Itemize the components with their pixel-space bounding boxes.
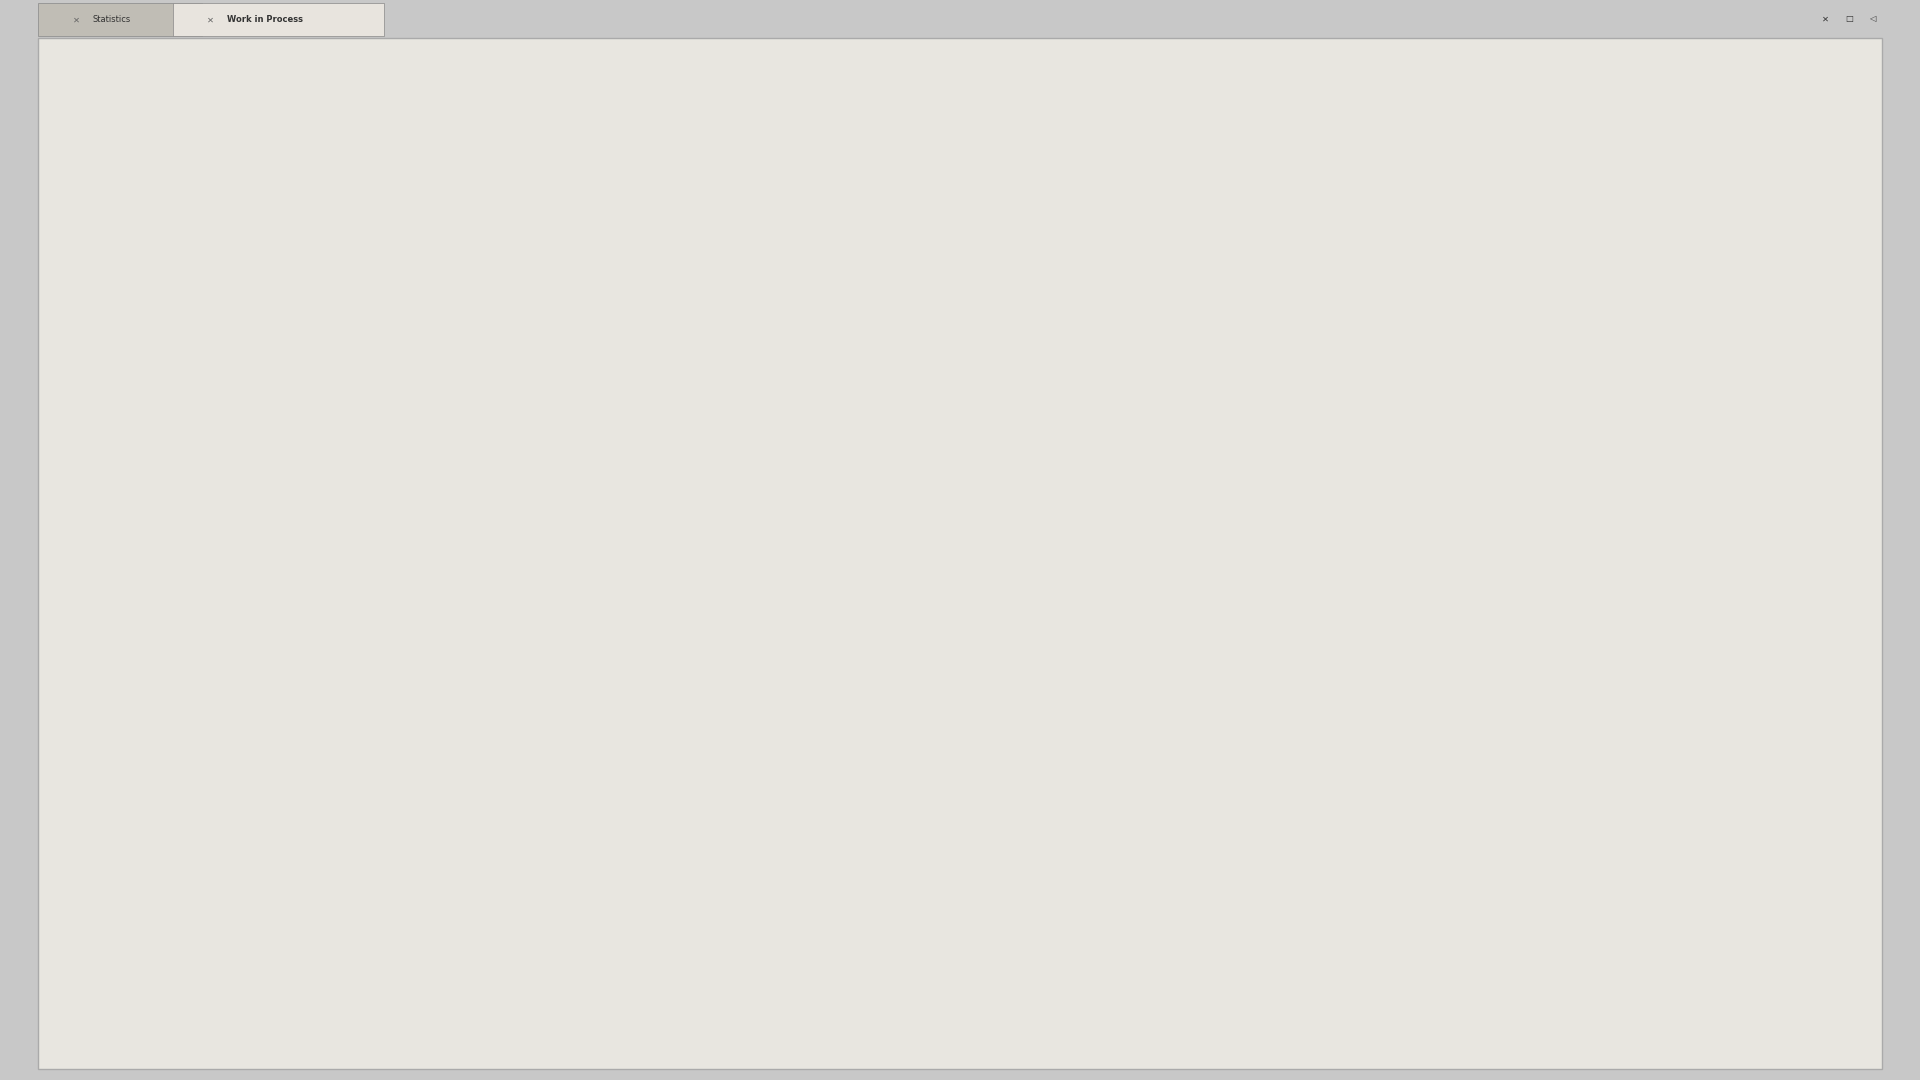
Text: Statistics: Statistics (92, 15, 131, 25)
X-axis label: Simulation Time (min): Simulation Time (min) (920, 984, 1058, 997)
FancyBboxPatch shape (173, 3, 384, 37)
Text: ✕: ✕ (207, 15, 215, 25)
FancyBboxPatch shape (38, 3, 202, 37)
Text: ✕: ✕ (1822, 14, 1830, 24)
FancyBboxPatch shape (38, 38, 1882, 1069)
Text: ◁: ◁ (1868, 14, 1876, 24)
Text: Work in Process: Work in Process (227, 15, 303, 25)
Title: Work in Process by Part: Work in Process by Part (891, 69, 1087, 87)
Text: ✕: ✕ (73, 15, 81, 25)
Legend: Part 1, Part 2, Part 3, Part 4: Part 1, Part 2, Part 3, Part 4 (808, 1032, 1169, 1055)
Y-axis label: WIP: WIP (108, 517, 119, 541)
Text: □: □ (1845, 14, 1853, 24)
